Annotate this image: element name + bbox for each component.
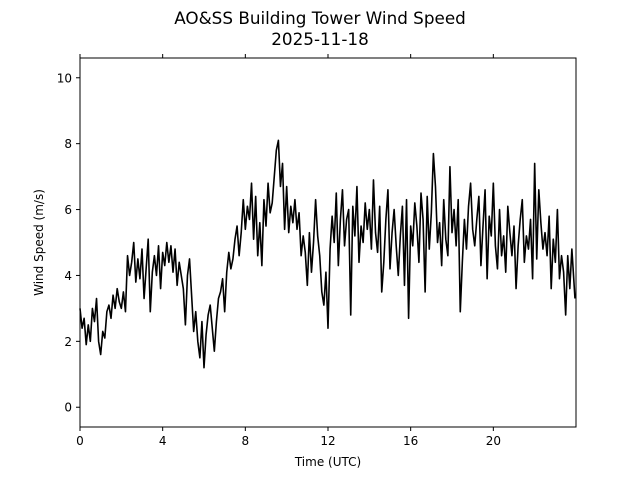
x-tick-label: 20 bbox=[486, 434, 501, 448]
x-tick-label: 16 bbox=[403, 434, 418, 448]
y-tick-label: 4 bbox=[64, 269, 72, 283]
x-tick-label: 12 bbox=[320, 434, 335, 448]
y-tick-label: 0 bbox=[64, 401, 72, 415]
y-tick-label: 10 bbox=[57, 71, 72, 85]
y-axis: 0 2 4 6 8 10 bbox=[57, 71, 80, 415]
plot-series-layer bbox=[79, 139, 576, 369]
chart-subtitle: 2025-11-18 bbox=[271, 29, 369, 49]
y-tick-label: 6 bbox=[64, 203, 72, 217]
x-axis: 0 4 8 12 16 20 bbox=[76, 54, 501, 448]
y-tick-label: 2 bbox=[64, 335, 72, 349]
y-tick-label: 8 bbox=[64, 137, 72, 151]
wind-speed-series-line bbox=[79, 139, 576, 369]
y-axis-label: Wind Speed (m/s) bbox=[32, 189, 46, 296]
x-tick-label: 4 bbox=[159, 434, 167, 448]
x-tick-label: 0 bbox=[76, 434, 84, 448]
x-tick-label: 8 bbox=[242, 434, 250, 448]
x-axis-label: Time (UTC) bbox=[294, 455, 361, 469]
chart-title: AO&SS Building Tower Wind Speed bbox=[174, 8, 466, 28]
